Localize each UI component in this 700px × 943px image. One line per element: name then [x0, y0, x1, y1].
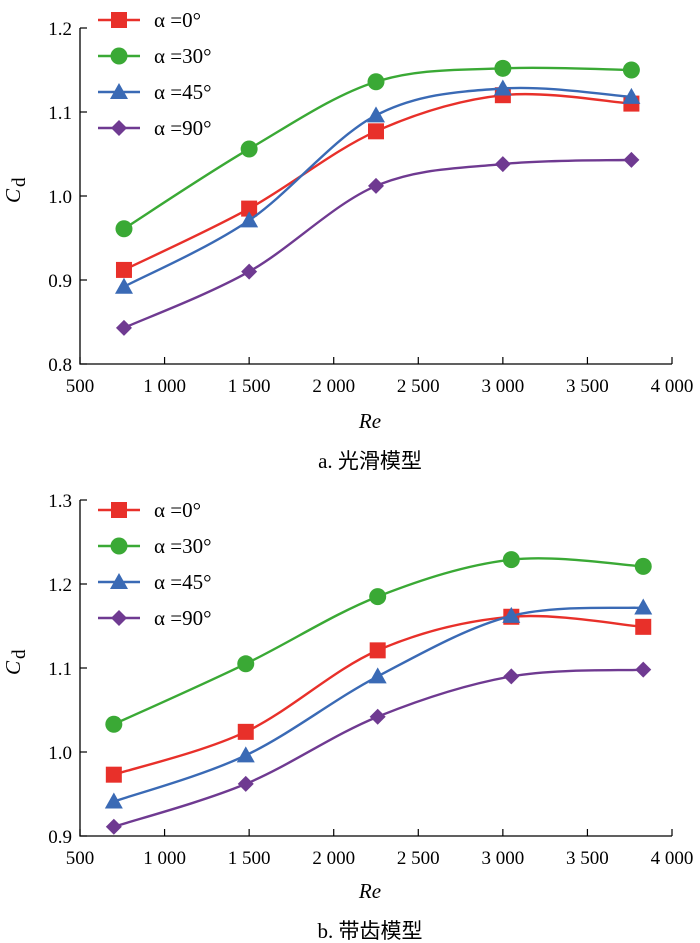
x-axis-title: Re: [358, 409, 381, 433]
chart-panel-b: 500 1 000 1 500 2 000 2 500 3 000 3 500 4 000 0.…: [1, 491, 693, 943]
x-tick-label: 3 500: [566, 848, 609, 869]
data-point-circle: [105, 715, 123, 733]
data-point-diamond: [494, 156, 511, 173]
legend-marker-triangle: [110, 83, 128, 99]
y-axis-title: Cd: [1, 649, 30, 675]
data-point-triangle: [368, 667, 387, 684]
legend-label: α =0°: [154, 8, 201, 32]
data-point-circle: [240, 140, 258, 158]
legend-marker-diamond: [111, 610, 127, 626]
legend-marker-triangle: [110, 573, 128, 589]
series-line: [113, 606, 644, 803]
data-point-square: [368, 123, 384, 140]
data-point-square: [635, 618, 652, 635]
data-point-triangle: [236, 746, 255, 763]
y-tick-label: 0.9: [48, 827, 72, 848]
data-point-circle: [237, 655, 255, 673]
legend-label: α =90°: [154, 116, 212, 140]
y-axis-title-main: C: [1, 188, 25, 203]
y-axis-title-subscript: d: [9, 177, 30, 187]
x-tick-label: 500: [66, 376, 95, 397]
x-tick-label: 3 000: [481, 376, 524, 397]
series-line: [113, 614, 644, 776]
chart-panel-a: 500 1 000 1 500 2 000 2 500 3 000 3 500 4 000 0.…: [1, 8, 693, 473]
y-tick-label: 1.1: [48, 103, 72, 124]
data-point-circle: [494, 59, 512, 77]
data-point-circle: [115, 220, 133, 238]
data-point-diamond: [105, 818, 122, 835]
y-tick-label: 1.0: [48, 743, 72, 764]
x-tick-label: 2 500: [397, 848, 440, 869]
legend-marker-square: [111, 12, 127, 28]
x-tick-label: 2 500: [397, 376, 440, 397]
data-point-diamond: [369, 708, 386, 725]
data-point-circle: [502, 551, 520, 569]
data-point-triangle: [634, 598, 653, 615]
x-tick-label: 3 000: [481, 848, 524, 869]
data-point-square: [237, 723, 254, 740]
data-point-diamond: [635, 661, 652, 678]
x-tick-label: 1 500: [228, 848, 271, 869]
y-tick-label: 1.2: [48, 19, 72, 40]
data-point-triangle: [622, 87, 641, 104]
y-tick-label: 0.8: [48, 355, 72, 376]
x-tick-label: 500: [66, 848, 95, 869]
data-point-square: [369, 642, 386, 659]
data-point-diamond: [237, 775, 254, 792]
data-point-triangle: [114, 277, 133, 294]
x-tick-label: 2 000: [312, 376, 355, 397]
data-point-circle: [622, 61, 640, 79]
data-point-circle: [369, 588, 387, 606]
x-tick-label: 1 000: [143, 848, 186, 869]
legend-marker-circle: [110, 47, 128, 65]
data-point-triangle: [502, 606, 521, 623]
x-tick-label: 4 000: [651, 376, 694, 397]
legend-label: α =30°: [154, 44, 212, 68]
legend-label: α =45°: [154, 570, 212, 594]
x-tick-label: 4 000: [651, 848, 694, 869]
legend-label: α =0°: [154, 498, 201, 522]
data-point-triangle: [493, 79, 512, 96]
x-tick-label: 1 500: [228, 376, 271, 397]
y-axis-title-subscript: d: [9, 649, 30, 659]
data-point-triangle: [367, 106, 385, 123]
legend-marker-circle: [110, 537, 128, 555]
legend-label: α =30°: [154, 534, 212, 558]
y-tick-label: 1.2: [48, 575, 72, 596]
x-tick-label: 2 000: [312, 848, 355, 869]
data-point-square: [105, 766, 122, 783]
y-tick-label: 1.3: [48, 491, 72, 512]
legend-marker-square: [111, 502, 127, 518]
x-tick-label: 1 000: [143, 376, 186, 397]
data-point-diamond: [241, 263, 258, 280]
chart-caption: b. 带齿模型: [318, 919, 423, 943]
legend-marker-diamond: [111, 120, 127, 136]
data-point-square: [115, 261, 132, 278]
x-tick-label: 3 500: [566, 376, 609, 397]
chart-caption: a. 光滑模型: [318, 449, 422, 473]
data-point-diamond: [368, 177, 384, 194]
data-point-square: [241, 200, 258, 217]
y-axis-title: Cd: [1, 177, 30, 203]
series-line: [113, 668, 644, 828]
x-axis-title: Re: [358, 879, 381, 903]
legend-label: α =45°: [154, 80, 212, 104]
data-point-triangle: [240, 211, 259, 228]
data-point-diamond: [115, 319, 132, 336]
y-axis-title-main: C: [1, 660, 25, 675]
data-point-triangle: [104, 792, 123, 809]
data-point-diamond: [623, 151, 640, 168]
y-tick-label: 1.1: [48, 659, 72, 680]
legend-label: α =90°: [154, 606, 212, 630]
data-point-circle: [634, 557, 652, 575]
data-point-diamond: [503, 668, 520, 685]
y-tick-label: 0.9: [48, 271, 72, 292]
data-point-circle: [367, 73, 385, 91]
y-tick-label: 1.0: [48, 187, 72, 208]
